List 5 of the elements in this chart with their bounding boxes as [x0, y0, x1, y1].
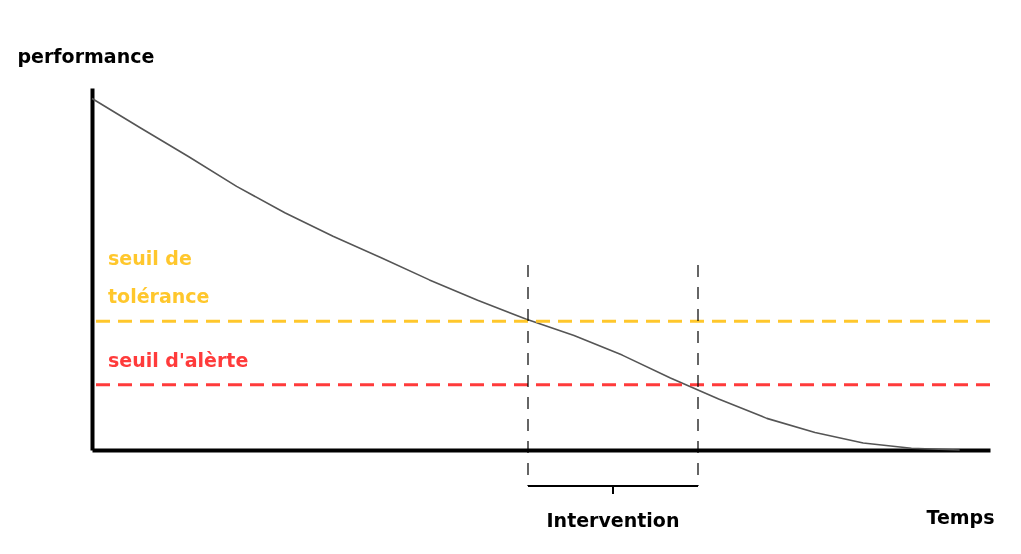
x-axis-title: Temps	[926, 505, 995, 528]
y-axis-title: performance	[17, 44, 155, 67]
text: Intervention	[546, 509, 680, 531]
ref-line-label: seuil de tolérance	[108, 247, 210, 308]
ref-line-label: seuil d'alèrte	[108, 348, 249, 371]
